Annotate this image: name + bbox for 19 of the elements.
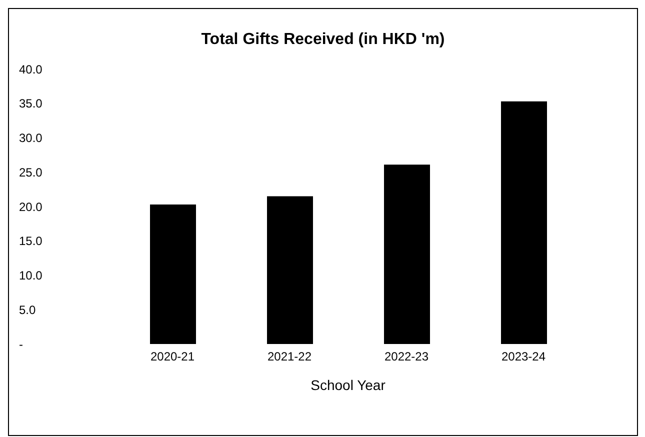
bar xyxy=(150,204,196,344)
y-tick-label: 30.0 xyxy=(19,131,43,146)
y-tick-label: 5.0 xyxy=(19,302,36,317)
x-axis-title: School Year xyxy=(310,377,386,393)
x-tick-label: 2022-23 xyxy=(384,350,429,364)
bar xyxy=(501,101,547,344)
y-tick-label: 25.0 xyxy=(19,165,43,180)
bar xyxy=(384,164,430,344)
y-tick-label: 15.0 xyxy=(19,234,43,248)
x-tick-label: 2020-21 xyxy=(150,350,195,364)
x-tick-label: 2021-22 xyxy=(267,350,312,364)
y-tick-label: 10.0 xyxy=(19,268,43,283)
y-tick-label: 35.0 xyxy=(19,96,43,111)
y-tick-label: 40.0 xyxy=(19,62,43,76)
y-tick-label: 20.0 xyxy=(19,200,43,214)
y-tick-label: - xyxy=(19,337,23,352)
chart-title: Total Gifts Received (in HKD 'm) xyxy=(200,31,446,49)
bar xyxy=(267,196,313,344)
x-tick-label: 2023-24 xyxy=(501,350,546,364)
